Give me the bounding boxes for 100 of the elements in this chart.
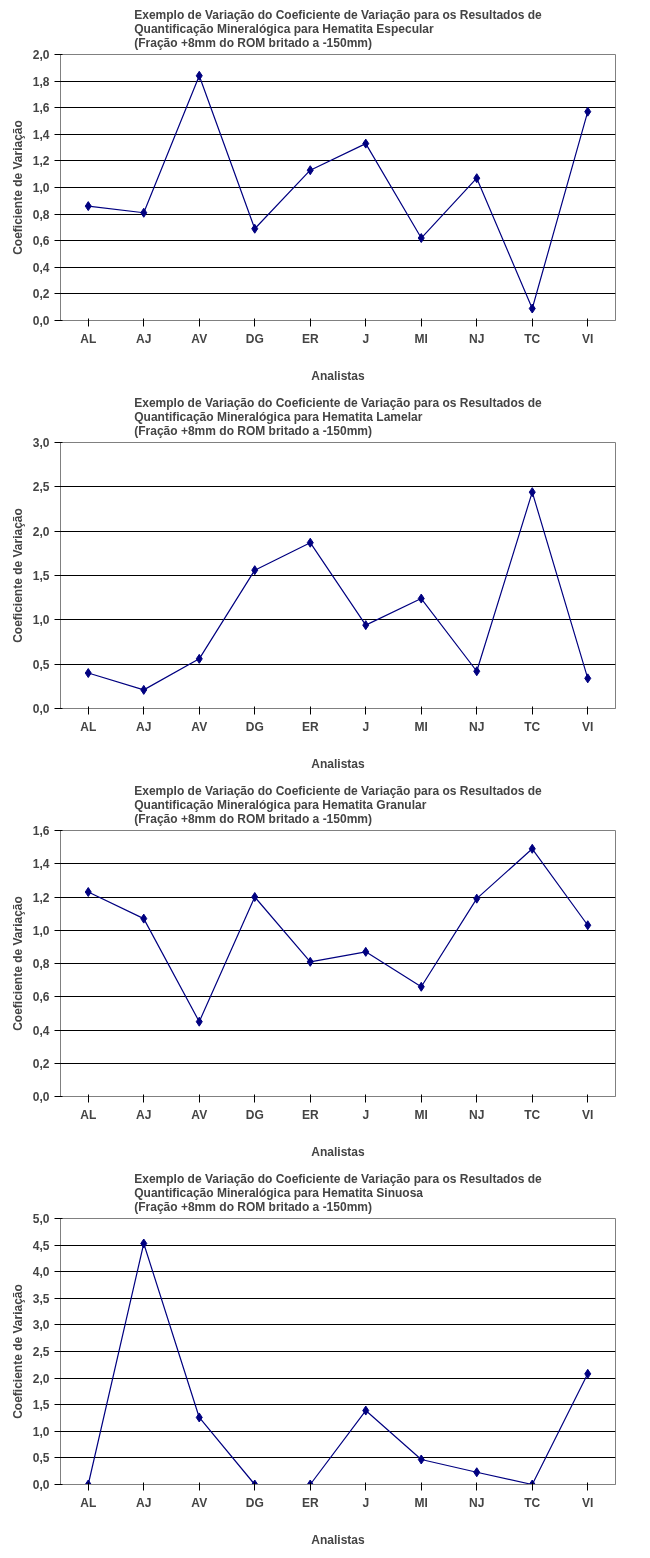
x-tick-label: AJ [136,331,152,346]
y-tick-label: 0,2 [32,1056,50,1071]
y-tick-label: 5,0 [32,1212,50,1226]
x-tick-label: AJ [136,1495,152,1510]
y-tick-label: 0,0 [32,314,50,328]
point [417,233,425,244]
y-tick-label: 1,5 [32,1398,50,1413]
x-tick-label: AV [191,719,208,734]
y-tick-label: 3,5 [32,1291,50,1306]
point [528,487,536,498]
y-tick-label: 1,2 [32,890,50,905]
y-tick-label: 0,5 [32,1451,50,1466]
x-tick-label: TC [524,331,541,346]
y-tick-label: 0,4 [32,1023,50,1038]
x-tick-label: MI [414,1107,428,1122]
y-tick-label: 0,8 [32,207,50,222]
point [195,1016,203,1027]
y-tick-label: 3,0 [32,436,50,450]
y-tick-label: 0,8 [32,957,50,971]
y-tick-label: 4,5 [32,1238,50,1253]
point [473,893,481,904]
x-tick-label: J [362,1107,370,1122]
point [140,1238,148,1249]
x-tick-label: AV [191,1107,208,1122]
x-tick-label: NJ [469,719,485,734]
point [84,668,92,679]
point [584,106,592,117]
y-tick-label: 0,0 [32,702,50,716]
point [528,843,536,854]
point [140,207,148,218]
x-tick-label: AL [80,1495,97,1510]
point [195,70,203,81]
x-tick-label: AL [80,719,97,734]
y-tick-label: 0,6 [32,234,50,249]
point [140,913,148,924]
x-tick-label: ER [301,331,319,346]
point [251,892,259,902]
point [251,223,259,234]
y-tick-label: 0,0 [32,1478,50,1492]
point [140,684,148,695]
x-tick-label: DG [245,719,264,734]
x-tick-label: NJ [469,1495,485,1510]
point [195,653,203,664]
point [584,1368,592,1379]
point [84,887,92,898]
y-tick-label: 0,5 [32,657,50,672]
x-tick-label: J [362,331,370,346]
x-tick-label: NJ [469,331,485,346]
y-tick-label: 2,0 [32,1371,50,1386]
x-tick-label: J [362,719,370,734]
y-axis-title: Coeficiente de Variação [10,1284,25,1419]
point [417,981,425,992]
y-tick-label: 1,2 [32,154,50,169]
point [417,593,425,604]
y-tick-label: 0,2 [32,287,50,302]
x-tick-label: NJ [469,1107,485,1122]
x-tick-label: VI [582,1495,594,1510]
x-tick-label: DG [245,331,264,346]
chart-title: Exemplo de Variação do Coeficiente de Variação para os Resultados de Quantificação Mineralógica para Hematita Lamelar (Fração +8mm do ROM britado a -150mm) [134,395,543,438]
point [362,1405,370,1416]
y-tick-label: 0,0 [32,1090,50,1104]
y-axis-title: Coeficiente de Variação [10,508,25,643]
y-tick-label: 1,0 [32,613,50,628]
point [195,1412,203,1423]
x-tick-label: AL [80,331,97,346]
y-tick-label: 2,5 [32,480,50,495]
y-tick-label: 1,6 [32,101,50,116]
x-tick-label: DG [245,1107,264,1122]
point [251,565,259,576]
point [473,1467,481,1478]
chart-title: Exemplo de Variação do Coeficiente de Variação para os Resultados de Quantificação Mineralógica para Hematita Sinuosa (Fração +8mm do ROM britado a -150mm) [134,1171,543,1214]
x-tick-label: MI [414,331,428,346]
x-tick-label: AL [80,1107,97,1122]
chart-title: Exemplo de Variação do Coeficiente de Variação para os Resultados de Quantificação Mineralógica para Hematita Especular (Fração +8mm do ROM britado a -150mm) [134,7,543,50]
point [362,620,370,631]
x-tick-label: ER [301,1107,319,1122]
x-tick-label: VI [582,719,594,734]
x-tick-label: AJ [136,1107,152,1122]
x-tick-label: DG [245,1495,264,1510]
y-tick-label: 1,0 [32,1424,50,1439]
point [362,946,370,957]
x-tick-label: TC [524,719,541,734]
x-tick-label: TC [524,1495,541,1510]
x-axis-title: Analistas [311,1532,365,1547]
x-tick-label: ER [301,719,319,734]
point [584,920,592,931]
point [306,956,314,967]
y-axis-title: Coeficiente de Variação [10,120,25,255]
point [417,1454,425,1465]
y-tick-label: 1,6 [32,824,50,838]
y-tick-label: 1,8 [32,74,50,89]
point [473,666,481,677]
y-tick-label: 1,4 [32,857,50,872]
x-tick-label: MI [414,719,428,734]
point [473,173,481,184]
x-tick-label: AV [191,1495,208,1510]
x-tick-label: J [362,1495,370,1510]
point [84,201,92,212]
x-tick-label: VI [582,1107,594,1122]
x-axis-title: Analistas [311,1144,365,1159]
